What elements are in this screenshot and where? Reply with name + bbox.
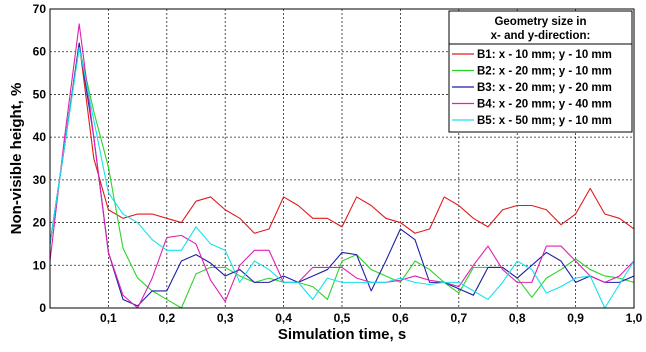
y-axis-ticks: 0 10 20 30 40 50 60 70 (33, 2, 47, 315)
x-tick-label: 0,8 (509, 311, 526, 325)
legend-label-b3: B3: x - 20 mm; y - 20 mm (477, 82, 612, 94)
legend-label-b5: B5: x - 50 mm; y - 10 mm (477, 115, 612, 127)
series-line-b2 (49, 46, 635, 309)
x-tick-label: 0,5 (334, 311, 351, 325)
y-tick-label: 30 (33, 173, 47, 187)
legend-box (448, 10, 633, 133)
y-tick-label: 10 (33, 258, 47, 272)
x-axis-label: Simulation time, s (278, 326, 406, 343)
series-line-b4 (49, 23, 635, 309)
x-tick-label: 0,3 (217, 311, 234, 325)
x-tick-label: 0,9 (567, 311, 584, 325)
y-axis-label: Non-visible height, % (8, 83, 25, 235)
y-tick-label: 60 (33, 45, 47, 59)
x-tick-label: 0,4 (275, 311, 292, 325)
x-tick-label: 1,0 (626, 311, 643, 325)
plot-frame (49, 8, 635, 309)
y-tick-label: 50 (33, 87, 47, 101)
legend-label-b2: B2: x - 20 mm; y - 10 mm (477, 66, 612, 78)
legend: Geometry size in x- and y-direction: B1:… (448, 10, 633, 133)
x-axis-ticks: 0,1 0,2 0,3 0,4 0,5 0,6 0,7 0,8 0,9 1,0 (100, 311, 643, 325)
legend-title-line-2: x- and y-direction: (491, 30, 591, 42)
series-line-b5 (49, 46, 635, 309)
series-line-b3 (49, 42, 635, 307)
x-tick-label: 0,1 (100, 311, 117, 325)
series-lines (49, 23, 635, 309)
series-line-b1 (49, 42, 635, 245)
legend-label-b4: B4: x - 20 mm; y - 40 mm (477, 99, 612, 111)
y-tick-label: 20 (33, 216, 47, 230)
y-tick-label: 70 (33, 2, 47, 16)
x-tick-label: 0,7 (450, 311, 467, 325)
y-tick-label: 0 (39, 301, 46, 315)
legend-title-line-1: Geometry size in (494, 16, 586, 28)
y-tick-label: 40 (33, 130, 47, 144)
legend-entries: B1: x - 10 mm; y - 10 mm B2: x - 20 mm; y… (452, 49, 612, 127)
x-tick-label: 0,2 (158, 311, 175, 325)
legend-label-b1: B1: x - 10 mm; y - 10 mm (477, 49, 612, 61)
grid-lines (50, 9, 634, 308)
x-tick-label: 0,6 (392, 311, 409, 325)
